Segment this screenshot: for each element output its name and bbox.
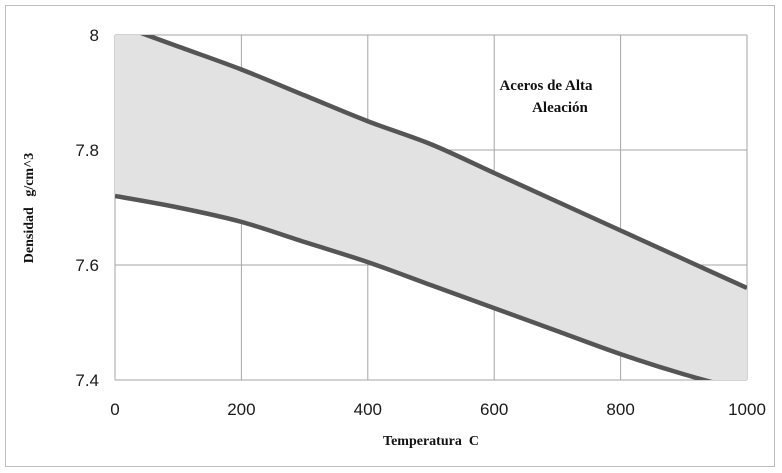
y-axis-title: Densidad g/cm^3 — [22, 153, 37, 263]
density-band-fill — [115, 35, 747, 380]
annotation-line-1: Aceros de Alta — [499, 78, 593, 94]
y-tick-label: 7.4 — [75, 371, 99, 390]
y-tick-labels: 7.4 7.6 7.8 8 — [75, 26, 99, 390]
y-tick-label: 7.6 — [75, 256, 99, 275]
x-axis-title: Temperatura C — [383, 434, 479, 449]
upper-density-line — [140, 35, 747, 291]
y-tick-label: 7.8 — [75, 141, 99, 160]
x-tick-label: 800 — [606, 400, 634, 419]
x-tick-label: 400 — [354, 400, 382, 419]
x-tick-label: 200 — [227, 400, 255, 419]
x-tick-label: 600 — [480, 400, 508, 419]
y-tick-label: 8 — [90, 26, 99, 45]
x-tick-label: 1000 — [728, 400, 766, 419]
x-tick-label: 0 — [110, 400, 119, 419]
x-tick-labels: 0 200 400 600 800 1000 — [110, 400, 766, 419]
lower-density-line — [115, 193, 713, 380]
annotation-line-2: Aleación — [532, 100, 588, 116]
